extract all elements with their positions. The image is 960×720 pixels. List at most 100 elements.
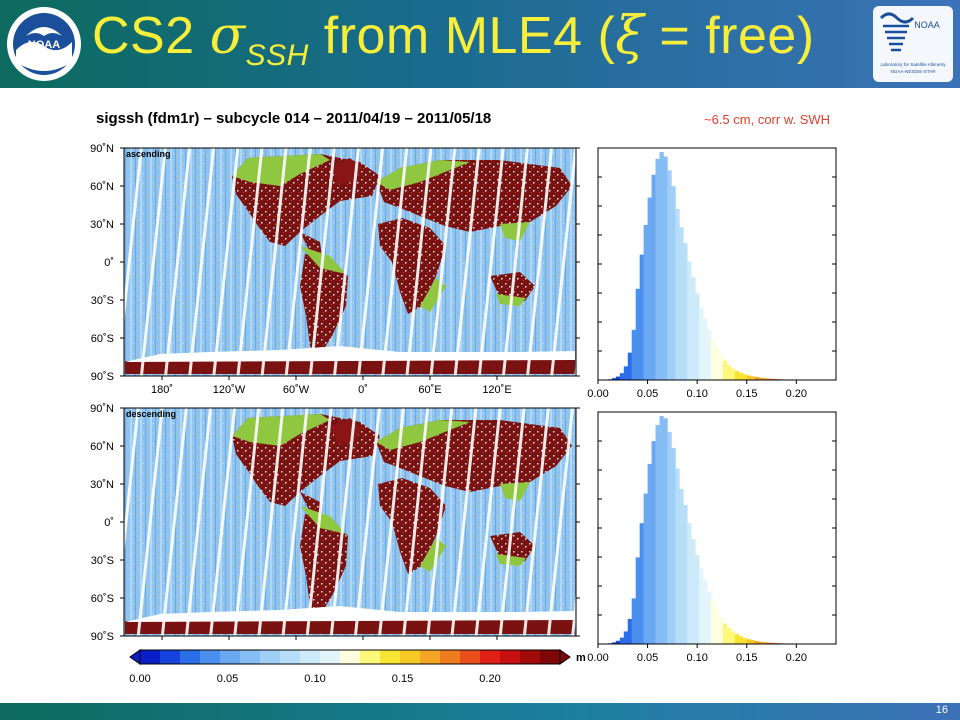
colorbar-swatch (140, 650, 161, 664)
histogram-bar (611, 642, 617, 644)
colorbar-tick-label: 0.15 (392, 673, 413, 685)
colorbar-swatch (400, 650, 421, 664)
histogram-bar (615, 376, 621, 380)
histogram-bar (655, 158, 660, 380)
colorbar-high-arrow (559, 649, 571, 665)
histogram-bar (770, 642, 775, 644)
histogram-bar (703, 318, 708, 380)
histogram-bar (671, 186, 676, 380)
histogram-bar (766, 642, 771, 644)
lat-tick-label: 30˚S (91, 295, 114, 307)
histogram-bar (619, 373, 625, 380)
histogram-bar (718, 354, 724, 380)
histogram-bar (643, 493, 648, 644)
lat-tick-label: 30˚S (91, 555, 114, 567)
histogram-bar (659, 416, 664, 644)
histogram-bar (691, 539, 696, 644)
map-label-ascending: ascending (126, 149, 171, 159)
histogram-bar (663, 156, 668, 380)
colorbar-swatch (180, 650, 201, 664)
figure-title: sigssh (fdm1r) – subcycle 014 – 2011/04/… (96, 110, 492, 127)
histogram-x-tick-label: 0.00 (587, 652, 608, 664)
histogram-bar (754, 377, 759, 380)
histogram-x-tick-label: 0.00 (587, 388, 608, 400)
colorbar-unit: m (576, 652, 586, 664)
histogram-bar (770, 378, 775, 380)
histogram-bar (734, 370, 740, 380)
histogram-bar (667, 170, 672, 380)
histogram-bar (738, 372, 744, 380)
colorbar-tick-label: 0.00 (129, 673, 150, 685)
histogram-bar (623, 366, 629, 380)
colorbar-tick-label: 0.10 (304, 673, 325, 685)
lat-tick-label: 60˚N (90, 441, 114, 453)
logo-noaa-text: NOAA (914, 20, 940, 30)
colorbar-tick-label: 0.20 (479, 673, 500, 685)
histogram-bar (715, 609, 720, 644)
lat-tick-label: 30˚N (90, 219, 114, 231)
histogram-bar (627, 352, 633, 380)
histogram-bar (742, 374, 748, 380)
colorbar-swatch (380, 650, 401, 664)
histogram-bar (635, 288, 640, 380)
histogram-x-tick-label: 0.15 (736, 388, 757, 400)
histogram-bar (699, 568, 704, 644)
colorbar-swatch (300, 650, 321, 664)
lon-tick-label: 60˚W (283, 384, 310, 396)
slide-footer: 16 (0, 703, 960, 720)
histogram-bar (639, 523, 644, 644)
histogram-x-tick-label: 0.05 (637, 652, 658, 664)
histogram-bar (687, 523, 692, 644)
histogram-bar (742, 637, 748, 644)
histogram-bar (631, 598, 636, 644)
lat-tick-label: 0˚ (104, 517, 114, 529)
histogram-bar (647, 197, 652, 380)
histogram-bar (647, 463, 652, 644)
histogram-bar (655, 425, 660, 644)
colorbar-swatch (480, 650, 501, 664)
histogram-bar (623, 631, 629, 644)
histogram-bar (695, 293, 700, 380)
histogram-bar (671, 447, 676, 644)
lat-tick-label: 30˚N (90, 479, 114, 491)
track-gaps (124, 148, 576, 376)
histogram-bar (615, 640, 621, 644)
colorbar-swatch (280, 650, 301, 664)
histogram-bar (703, 580, 708, 644)
logo-caption-2: NOAA-NESDIS-STAR (890, 69, 936, 74)
histogram-bar (691, 277, 696, 380)
histogram-bar (675, 468, 680, 644)
histogram-bar (687, 261, 692, 380)
histogram-bar (758, 377, 763, 380)
lon-tick-label: 180˚ (151, 384, 173, 396)
histogram-bar (722, 623, 728, 644)
histogram-bar (683, 243, 688, 380)
colorbar-swatch (460, 650, 481, 664)
histogram-bar (639, 254, 644, 380)
lon-tick-label: 120˚W (213, 384, 246, 396)
histogram-bar (730, 368, 736, 380)
histogram-bar (679, 227, 684, 380)
colorbar-frame (139, 649, 561, 665)
histogram-x-tick-label: 0.20 (786, 652, 807, 664)
colorbar-swatch (200, 650, 221, 664)
histogram-bar (675, 209, 680, 380)
map-panel-descending: descending 90˚N 60˚N 30˚N 0˚ 30˚S 60˚S 90˚S (90, 403, 580, 643)
lat-tick-label: 60˚N (90, 181, 114, 193)
figure-canvas: ascending 90˚N 60˚N 30˚N 0˚ 30˚S 60˚S 90˚S 180˚ 1… (90, 143, 837, 685)
histogram-bar (643, 224, 648, 380)
histogram-bar (699, 307, 704, 380)
histogram-bar (711, 600, 716, 644)
histogram-x-tick-label: 0.05 (637, 388, 658, 400)
histogram-x-tick-label: 0.15 (736, 652, 757, 664)
histogram-bar (754, 641, 759, 644)
logo-caption-1: Laboratory for Satellite Altimetry (880, 62, 946, 67)
histogram-bar (758, 641, 763, 644)
colorbar-swatch (360, 650, 381, 664)
lsa-logo-icon: NOAA Laboratory for Satellite Altimetry … (873, 6, 953, 82)
map-panel-ascending: ascending 90˚N 60˚N 30˚N 0˚ 30˚S 60˚S 90˚S 180˚ 1… (90, 143, 580, 396)
histogram-bar (750, 640, 755, 644)
lat-tick-label: 90˚S (91, 631, 114, 643)
colorbar-low-arrow (129, 649, 141, 665)
colorbar-swatch (500, 650, 521, 664)
